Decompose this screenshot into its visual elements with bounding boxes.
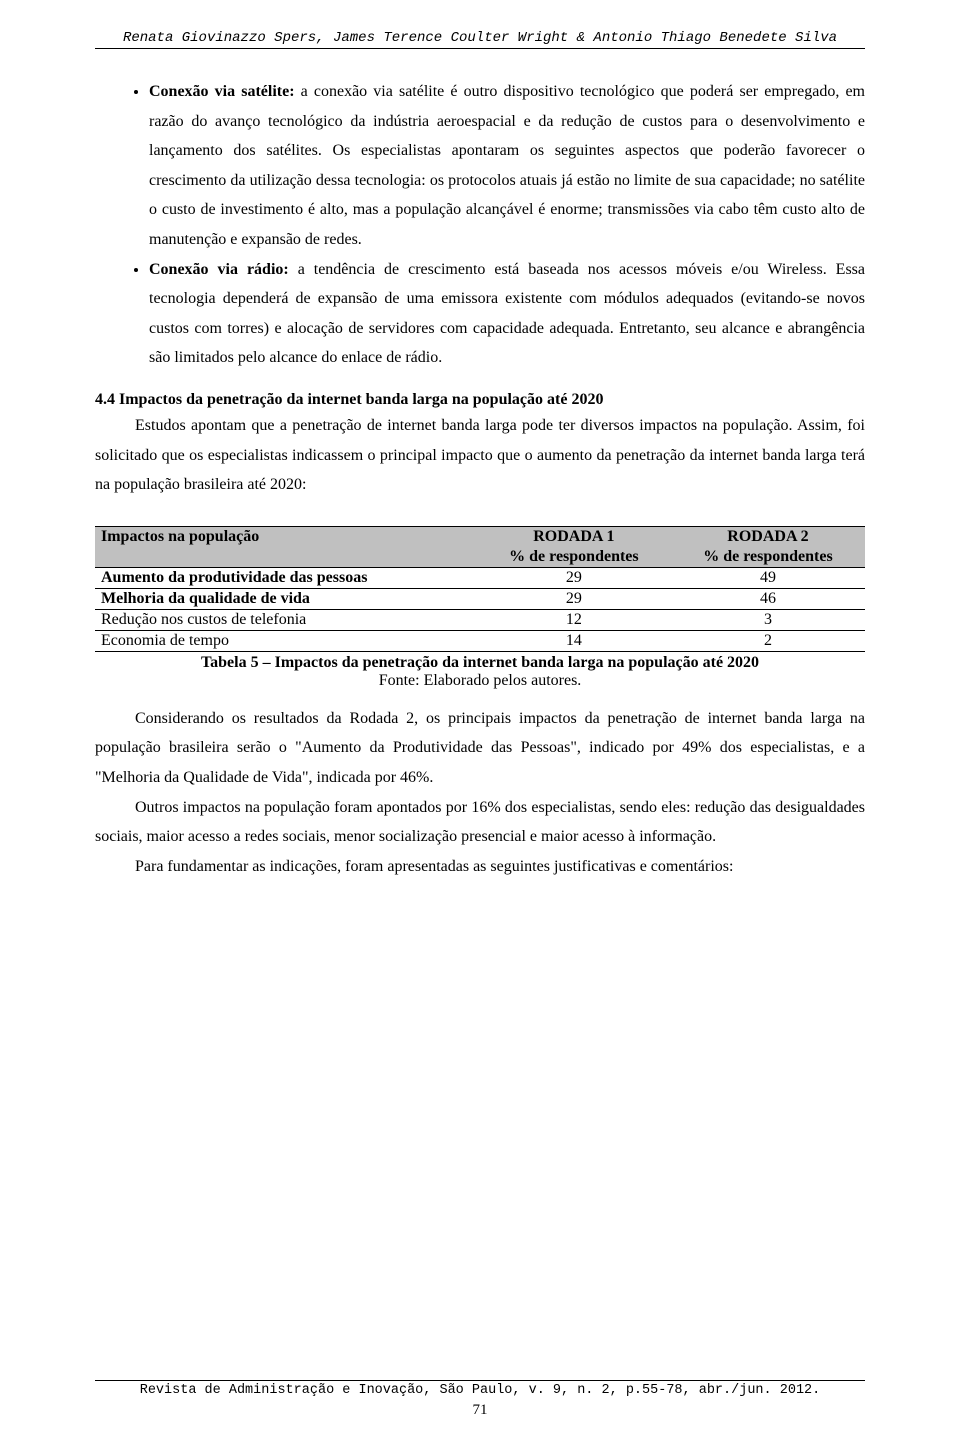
footer-journal: Revista de Administração e Inovação, São… <box>95 1383 865 1398</box>
bullet-text: a conexão via satélite é outro dispositi… <box>149 83 865 248</box>
header-rule <box>95 48 865 49</box>
table-subheader-col3: % de respondentes <box>671 547 865 568</box>
section-paragraph: Estudos apontam que a penetração de inte… <box>95 411 865 500</box>
paragraph: Outros impactos na população foram apont… <box>95 793 865 852</box>
bullet-list: Conexão via satélite: a conexão via saté… <box>95 77 865 373</box>
table-cell-r2: 46 <box>671 588 865 609</box>
spacer <box>95 500 865 522</box>
table-cell-r2: 2 <box>671 630 865 651</box>
table-cell-label: Aumento da produtividade das pessoas <box>95 567 477 588</box>
page-number: 71 <box>95 1402 865 1419</box>
table-header-col3: RODADA 2 <box>671 526 865 547</box>
table-row: Redução nos custos de telefonia 12 3 <box>95 609 865 630</box>
header-authors: Renata Giovinazzo Spers, James Terence C… <box>95 30 865 46</box>
impacts-table: Impactos na população RODADA 1 RODADA 2 … <box>95 526 865 652</box>
table-cell-r1: 29 <box>477 588 671 609</box>
table-cell-label: Redução nos custos de telefonia <box>95 609 477 630</box>
table-subheader-col2: % de respondentes <box>477 547 671 568</box>
table-cell-r2: 49 <box>671 567 865 588</box>
table-header-col1: Impactos na população <box>95 526 477 547</box>
table-cell-label: Melhoria da qualidade de vida <box>95 588 477 609</box>
bullet-item: Conexão via rádio: a tendência de cresci… <box>149 255 865 373</box>
table-subheader-empty <box>95 547 477 568</box>
table-header-col2: RODADA 1 <box>477 526 671 547</box>
table-cell-r2: 3 <box>671 609 865 630</box>
paragraph: Para fundamentar as indicações, foram ap… <box>95 852 865 882</box>
footer-rule <box>95 1380 865 1381</box>
table-source: Fonte: Elaborado pelos autores. <box>95 672 865 690</box>
table-caption: Tabela 5 – Impactos da penetração da int… <box>95 654 865 672</box>
bullet-lead: Conexão via satélite: <box>149 83 295 100</box>
table-cell-r1: 12 <box>477 609 671 630</box>
section-title: 4.4 Impactos da penetração da internet b… <box>95 391 865 409</box>
table-row: Economia de tempo 14 2 <box>95 630 865 651</box>
page: Renata Giovinazzo Spers, James Terence C… <box>0 0 960 1443</box>
table-cell-r1: 14 <box>477 630 671 651</box>
footer: Revista de Administração e Inovação, São… <box>95 1380 865 1419</box>
paragraph: Considerando os resultados da Rodada 2, … <box>95 704 865 793</box>
bullet-item: Conexão via satélite: a conexão via saté… <box>149 77 865 255</box>
table-row: Melhoria da qualidade de vida 29 46 <box>95 588 865 609</box>
table-cell-r1: 29 <box>477 567 671 588</box>
table-row: Aumento da produtividade das pessoas 29 … <box>95 567 865 588</box>
table-cell-label: Economia de tempo <box>95 630 477 651</box>
bullet-lead: Conexão via rádio: <box>149 261 289 278</box>
